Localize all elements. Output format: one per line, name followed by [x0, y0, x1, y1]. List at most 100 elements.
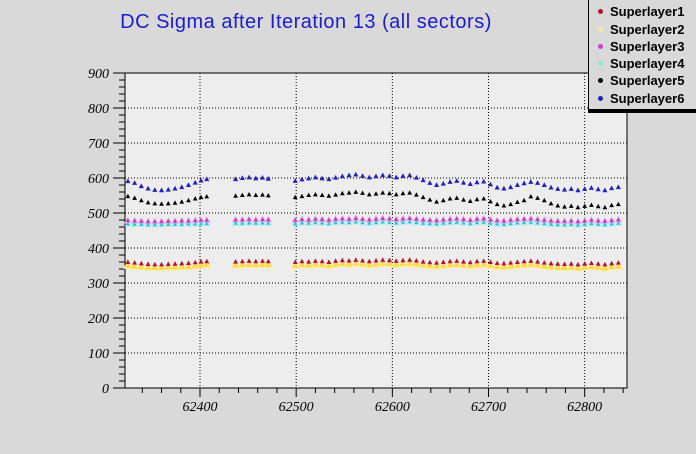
data-marker — [609, 221, 614, 226]
data-marker — [132, 222, 137, 226]
data-marker — [441, 220, 446, 225]
data-marker — [333, 258, 339, 263]
data-marker — [521, 180, 527, 186]
data-marker — [569, 222, 574, 226]
data-marker — [473, 260, 481, 268]
data-marker — [487, 261, 494, 268]
data-marker — [602, 204, 608, 210]
data-marker — [346, 172, 352, 178]
data-marker — [575, 222, 581, 227]
data-marker — [145, 185, 151, 191]
data-marker — [501, 185, 507, 191]
data-marker — [373, 216, 379, 221]
data-marker — [233, 176, 239, 182]
data-marker — [246, 191, 252, 197]
data-marker — [535, 220, 540, 225]
data-marker — [353, 189, 359, 194]
data-marker — [186, 260, 191, 265]
data-marker — [562, 261, 567, 267]
data-marker — [481, 196, 487, 201]
data-marker — [298, 260, 306, 268]
data-marker — [394, 220, 399, 225]
data-marker — [192, 196, 198, 201]
data-marker — [197, 261, 205, 268]
data-marker — [575, 204, 581, 210]
data-marker — [602, 261, 608, 267]
data-marker — [413, 260, 420, 267]
data-marker — [365, 260, 373, 268]
data-marker — [386, 259, 393, 267]
y-tick-label: 0 — [102, 382, 109, 397]
data-marker — [595, 186, 601, 192]
data-marker — [419, 261, 427, 268]
data-marker — [306, 220, 311, 225]
series-superlayer3 — [125, 215, 621, 224]
data-marker — [132, 218, 137, 223]
legend-label: Superlayer2 — [610, 21, 685, 37]
data-marker — [325, 261, 333, 268]
data-marker — [164, 263, 172, 270]
data-marker — [198, 259, 204, 264]
data-marker — [299, 216, 305, 222]
data-marker — [407, 219, 412, 224]
data-marker — [159, 222, 164, 227]
data-marker — [172, 261, 178, 266]
data-marker — [466, 262, 474, 269]
data-marker — [427, 259, 433, 265]
data-marker — [421, 220, 426, 225]
data-marker — [568, 261, 574, 266]
data-marker — [488, 220, 493, 225]
data-marker — [589, 202, 594, 207]
data-marker — [434, 260, 440, 265]
data-marker — [353, 171, 359, 177]
data-marker — [145, 261, 151, 267]
data-marker — [152, 219, 158, 224]
data-marker — [468, 221, 473, 226]
data-marker — [501, 222, 506, 226]
data-marker — [333, 192, 338, 197]
data-marker — [507, 262, 514, 269]
data-marker — [179, 184, 185, 190]
data-marker — [299, 258, 305, 264]
legend-entry-superlayer2: Superlayer2 — [589, 21, 696, 38]
data-marker — [393, 174, 399, 180]
data-marker — [360, 220, 365, 225]
data-marker — [253, 192, 259, 198]
data-marker — [139, 218, 144, 223]
series-superlayer4 — [125, 219, 621, 227]
data-marker — [193, 221, 198, 226]
data-marker — [609, 185, 615, 191]
data-marker — [172, 185, 178, 191]
data-marker — [387, 219, 392, 224]
data-marker — [186, 218, 191, 223]
legend-label: Superlayer3 — [610, 38, 685, 54]
data-marker — [191, 262, 199, 269]
data-marker — [319, 175, 325, 181]
y-tick-label: 300 — [87, 277, 109, 292]
data-marker — [434, 199, 439, 204]
data-marker — [373, 191, 379, 196]
data-marker — [291, 261, 299, 268]
data-marker — [259, 174, 266, 180]
data-marker — [265, 176, 271, 181]
data-marker — [514, 199, 520, 205]
data-marker — [172, 218, 178, 223]
data-marker — [192, 179, 198, 185]
data-marker — [520, 260, 528, 268]
series-superlayer2 — [124, 259, 622, 271]
data-marker — [185, 262, 192, 269]
series-superlayer6 — [125, 171, 621, 193]
data-marker — [346, 190, 352, 195]
data-marker — [125, 193, 131, 199]
data-marker — [380, 190, 386, 195]
data-marker — [562, 204, 567, 209]
data-marker — [494, 260, 500, 265]
data-marker — [313, 191, 318, 197]
data-marker — [447, 258, 453, 264]
data-marker — [582, 203, 588, 208]
data-marker — [481, 219, 486, 224]
data-marker — [332, 260, 339, 267]
data-marker — [346, 216, 352, 221]
data-marker — [454, 219, 459, 224]
